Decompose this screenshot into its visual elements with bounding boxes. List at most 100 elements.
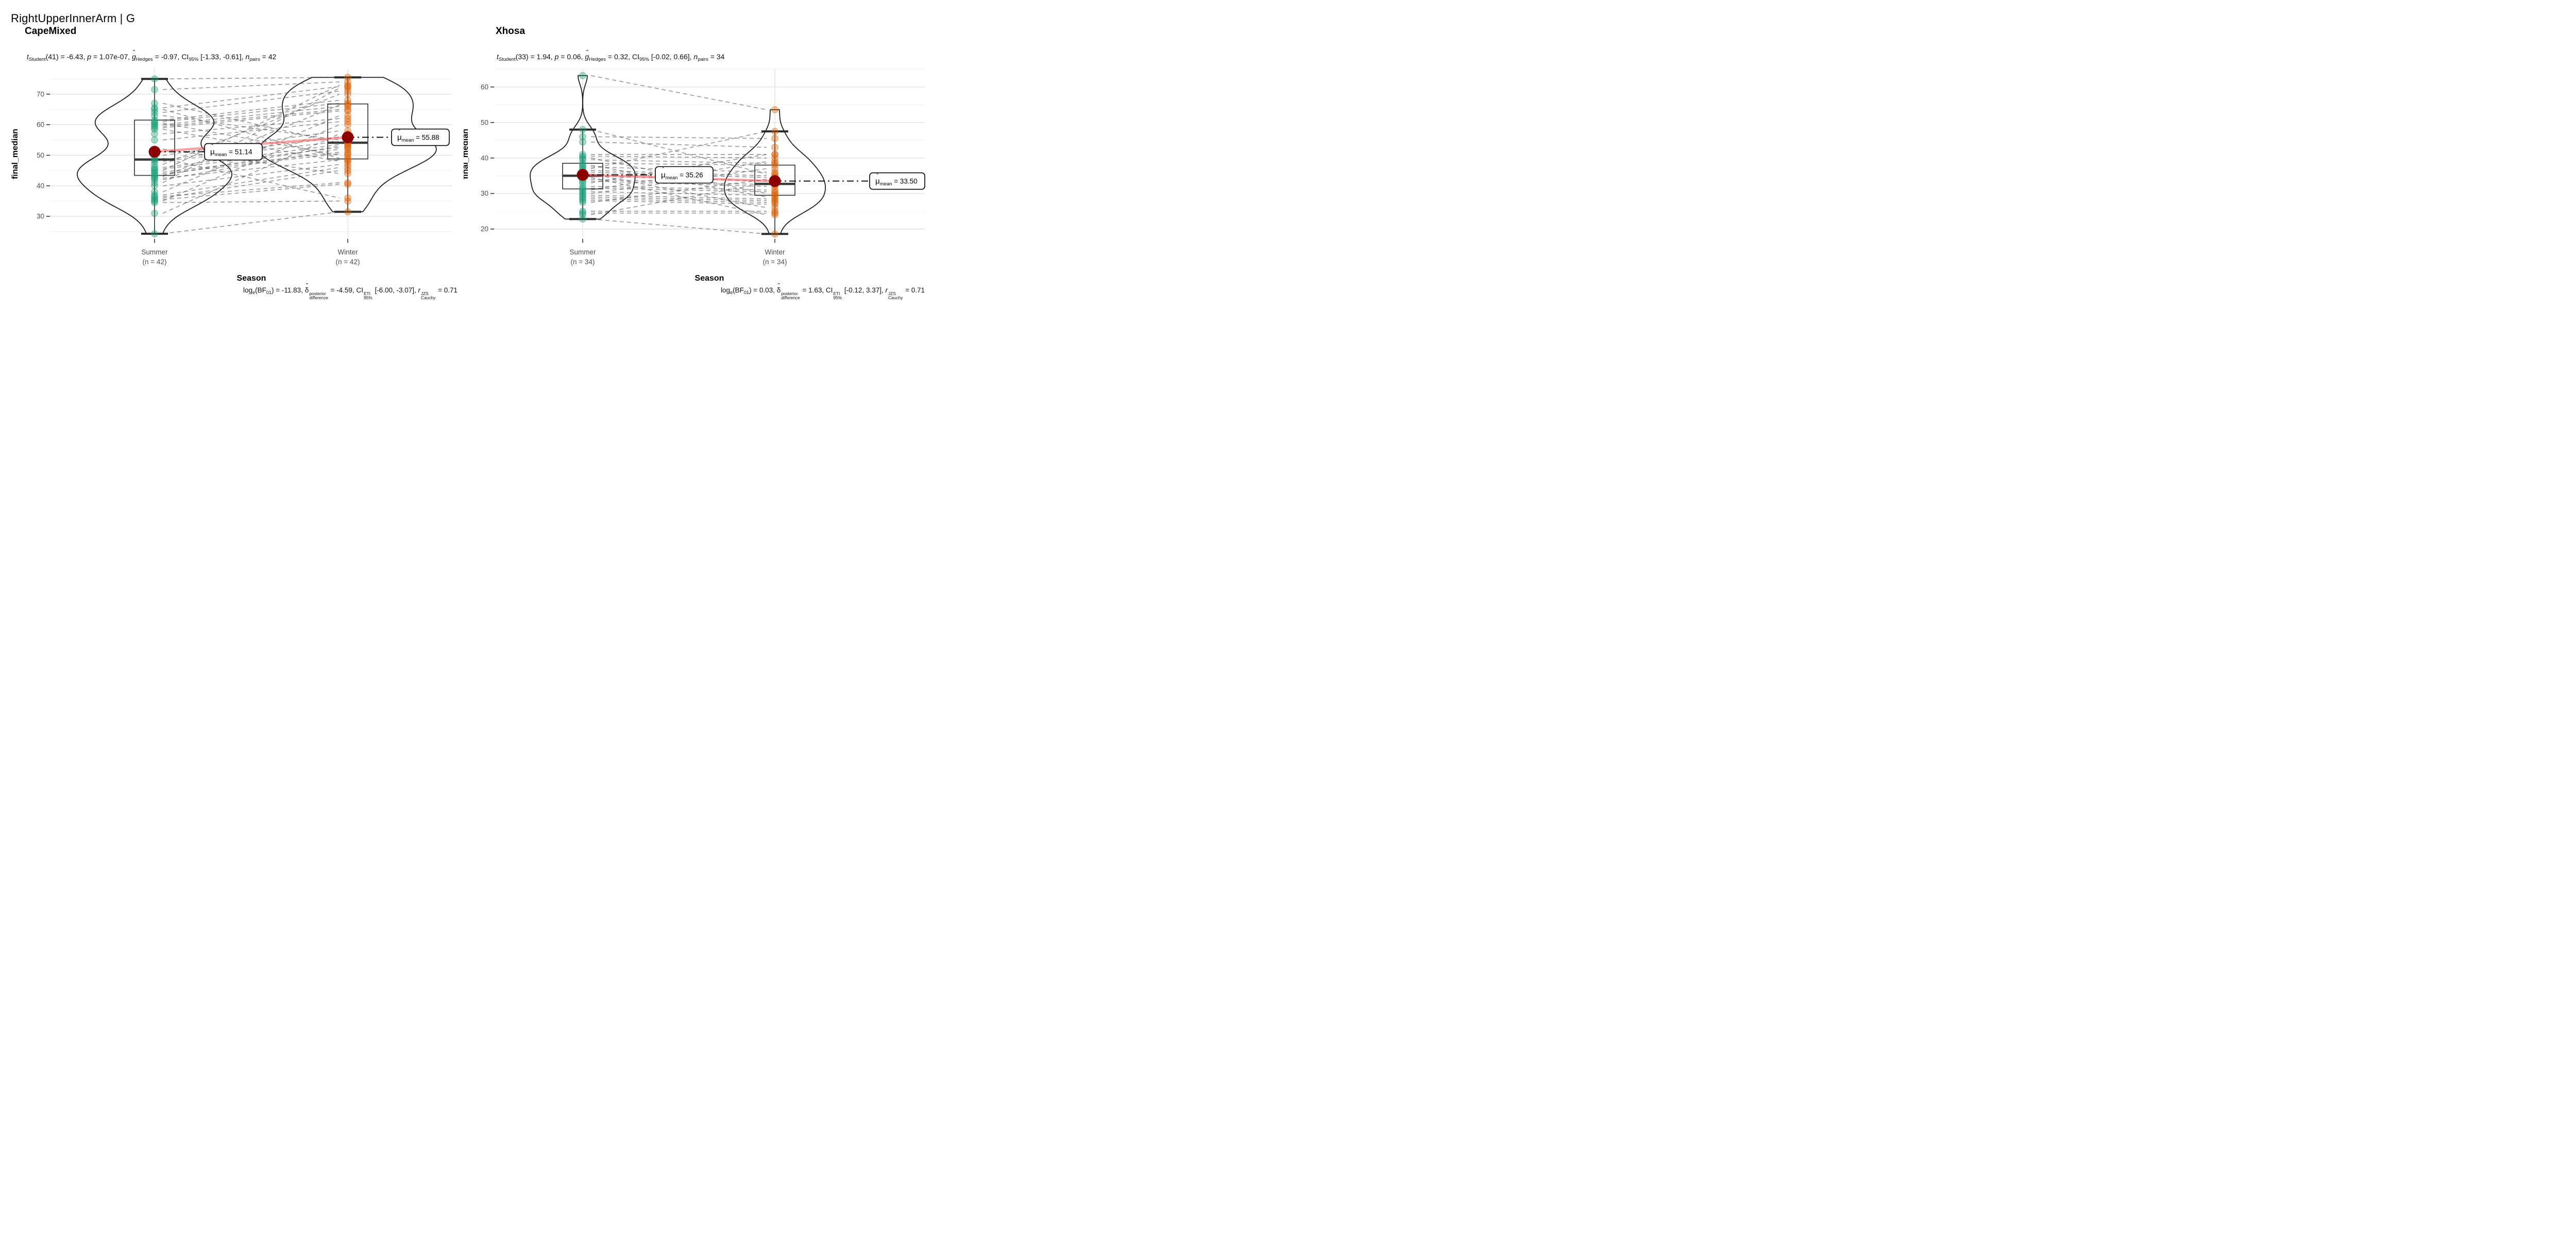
mean-label-hat: ˆ: [211, 143, 213, 150]
winter-point: [344, 154, 351, 162]
stat-segment: log: [243, 286, 252, 294]
paired-line: [162, 109, 340, 127]
paired-line: [162, 106, 340, 125]
stat-segment: Hedges: [589, 56, 606, 62]
winter-point: [771, 204, 778, 212]
mean-label-box: [391, 128, 450, 146]
winter-point: [771, 161, 778, 169]
x-axis-title: Season: [237, 274, 266, 283]
mean-label-hat: ˆ: [662, 166, 664, 174]
paired-line: [162, 81, 340, 90]
paired-line: [590, 131, 767, 169]
stat-segment: δ: [777, 286, 781, 294]
stat-segment: pairs: [698, 56, 708, 62]
paired-line: [162, 158, 340, 199]
winter-point: [771, 211, 778, 218]
y-tick-label: 40: [481, 154, 488, 162]
paired-line: [162, 200, 340, 203]
stat-segment: log: [720, 286, 730, 294]
winter-point: [771, 209, 778, 217]
paired-line: [162, 167, 340, 196]
paired-line: [162, 164, 340, 186]
x-tick-label: Summer: [141, 248, 168, 256]
stat-segment: δ: [305, 286, 309, 294]
summer-point: [579, 186, 586, 194]
winter-point: [771, 200, 778, 208]
stat-segment: g: [132, 53, 136, 61]
summer-point: [151, 230, 158, 237]
summer-point: [579, 72, 586, 79]
winter-point: [771, 190, 778, 197]
summer-point: [579, 161, 586, 169]
winter-point: [344, 194, 351, 202]
paired-line: [590, 180, 767, 187]
stat-segment: = -0.97, CI: [152, 53, 189, 61]
subplot-capemixed: CapeMixed tStudent(41) = -6.43, p = 1.07…: [5, 0, 464, 309]
summer-point: [579, 209, 586, 217]
paired-line: [162, 77, 340, 80]
x-tick-sublabel: (n = 42): [143, 258, 167, 266]
stat-segment: t: [27, 53, 29, 61]
y-tick-label: 20: [481, 225, 488, 233]
mean-label-box: [869, 172, 925, 190]
paired-line: [590, 177, 767, 215]
summer-point: [579, 154, 586, 162]
paired-line: [162, 124, 340, 202]
summer-point: [579, 192, 586, 199]
paired-line: [590, 196, 767, 201]
paired-line: [162, 86, 340, 109]
winter-point: [771, 193, 778, 201]
winter-point: [771, 154, 778, 162]
stat-segment: 01: [266, 289, 272, 295]
paired-line: [162, 182, 340, 197]
summer-point: [151, 210, 158, 217]
mean-label-hat: ˆ: [876, 173, 878, 180]
summer-point: [579, 184, 586, 192]
paired-line: [162, 159, 340, 179]
stat-segment: [-1.33, -0.61],: [198, 53, 246, 61]
stat-segment: p: [87, 53, 92, 61]
stat-segment: = 34: [708, 53, 725, 61]
stat-segment: ) = 0.03,: [749, 286, 777, 294]
paired-line: [162, 123, 340, 156]
paired-line: [162, 148, 340, 180]
winter-point: [344, 74, 351, 81]
paired-line: [162, 115, 340, 141]
summer-point: [151, 136, 158, 144]
paired-line: [590, 141, 767, 148]
summer-point: [579, 160, 586, 167]
winter-point: [344, 170, 351, 177]
winter-point: [771, 188, 778, 196]
summer-point: [579, 195, 586, 202]
paired-line: [590, 159, 767, 164]
stat-segment: r: [418, 286, 420, 294]
paired-line: [162, 121, 340, 141]
stat-segment: Student: [498, 56, 516, 62]
summer-point: [579, 133, 586, 141]
winter-point: [771, 197, 778, 204]
stat-segment: = 1.07e-07,: [91, 53, 132, 61]
paired-line: [162, 110, 340, 128]
page-title: RightUpperInnerArm | G: [11, 11, 135, 25]
stat-stack: JZS Cauchy: [420, 290, 436, 301]
paired-line: [162, 148, 340, 174]
summer-point: [579, 199, 586, 206]
stat-segment: (BF: [733, 286, 744, 294]
paired-line: [590, 156, 767, 159]
stat-segment: 01: [743, 289, 750, 295]
axes: 30 40 50 60 70 Summer (n = 42) Winter (n = 42) Se…: [11, 90, 360, 283]
caption-line-left: loge(BF01) = -11.83, δposteriordifferenc…: [102, 286, 457, 300]
paired-line: [162, 102, 340, 123]
stat-segment: = 0.71: [436, 286, 457, 294]
paired-line: [162, 211, 340, 234]
panel-title-right: Xhosa: [496, 26, 526, 37]
paired-line: [590, 173, 767, 209]
paired-line: [590, 191, 767, 196]
mean-label-box: [204, 143, 263, 161]
winter-point: [344, 208, 351, 216]
mean-dot: [577, 169, 589, 181]
summer-point: [579, 126, 586, 133]
stat-segment: [-0.12, 3.37],: [842, 286, 886, 294]
